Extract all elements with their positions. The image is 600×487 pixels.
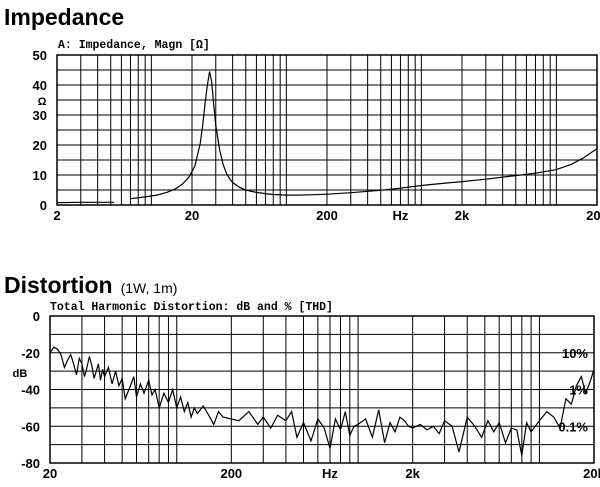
distortion-section-title: Distortion (1W, 1m) [4, 274, 177, 297]
x-tick-label: 2k [455, 208, 470, 223]
series-line [49, 346, 595, 456]
y-tick-label: -60 [21, 419, 40, 434]
y-tick-label: -40 [21, 383, 40, 398]
y-tick-label: -20 [21, 346, 40, 361]
impedance-chart: 0 10 20 30 40 50 2 20 200 Hz 2k 20k Ω [33, 48, 600, 223]
y-axis-label: dB [13, 368, 28, 380]
x-tick-label: 20 [185, 208, 199, 223]
x-tick-label: 20k [586, 208, 600, 223]
y-tick-label: 0 [33, 309, 40, 324]
x-tick-label: 20k [583, 466, 600, 481]
y-tick-label: -80 [21, 456, 40, 471]
y-tick-label: 0 [40, 198, 47, 213]
series-line [130, 71, 598, 200]
x-tick-label: 200 [220, 466, 242, 481]
y-tick-label: 30 [33, 108, 47, 123]
plot-frame [56, 54, 598, 206]
percent-annotation: 0.1% [558, 419, 588, 434]
distortion-title-text: Distortion [4, 272, 113, 298]
x-tick-label: 20 [43, 466, 57, 481]
x-tick-label: 2 [53, 208, 60, 223]
x-tick-label: Hz [322, 466, 338, 481]
distortion-condition-label: (1W, 1m) [120, 280, 178, 296]
y-axis-label: Ω [38, 96, 47, 108]
impedance-title-text: Impedance [4, 4, 125, 30]
impedance-chart-subtitle: A: Impedance, Magn [Ω] [58, 39, 210, 52]
x-tick-label: Hz [393, 208, 409, 223]
x-tick-label: 200 [316, 208, 338, 223]
y-tick-label: 40 [33, 78, 47, 93]
y-tick-label: 20 [33, 138, 47, 153]
distortion-chart-subtitle: Total Harmonic Distortion: dB and % [THD… [50, 301, 333, 314]
y-tick-label: 10 [33, 168, 47, 183]
percent-annotation: 10% [562, 346, 588, 361]
y-tick-label: 50 [33, 48, 47, 63]
x-tick-label: 2k [405, 466, 420, 481]
percent-annotation: 1% [569, 383, 588, 398]
plot-frame [49, 315, 595, 464]
impedance-section-title: Impedance [4, 6, 124, 29]
